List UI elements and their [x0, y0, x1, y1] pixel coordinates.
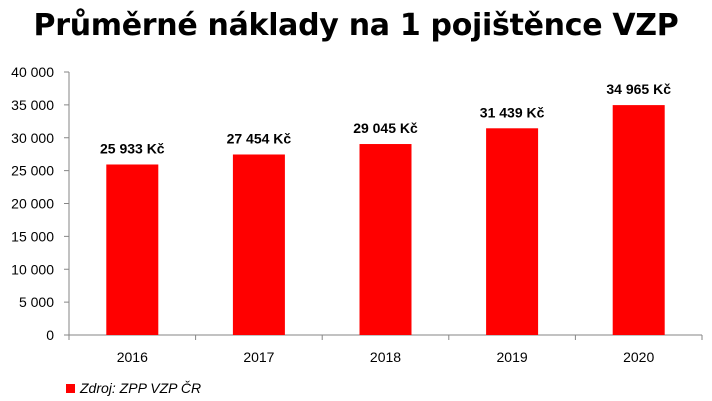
- y-tick-label: 5 000: [19, 294, 54, 310]
- bars: [106, 105, 665, 335]
- data-labels: 25 933 Kč 27 454 Kč 29 045 Kč 31 439 Kč 34 9…: [100, 81, 671, 156]
- bar-value-label: 34 965 Kč: [606, 81, 671, 97]
- bar-value-label: 27 454 Kč: [227, 130, 292, 146]
- y-tick-label: 0: [46, 327, 54, 343]
- bar: [612, 105, 665, 335]
- bar: [106, 164, 159, 335]
- legend: Zdroj: ZPP VZP ČR: [66, 380, 201, 396]
- y-tick-label: 30 000: [11, 130, 54, 146]
- bar: [232, 154, 285, 335]
- y-tick-label: 15 000: [11, 228, 54, 244]
- x-tick-label: 2016: [117, 349, 148, 365]
- bar: [486, 128, 539, 335]
- bar-value-label: 29 045 Kč: [353, 120, 418, 136]
- x-tick-label: 2019: [497, 349, 528, 365]
- y-tick-label: 35 000: [11, 97, 54, 113]
- bar: [359, 144, 412, 335]
- y-tick-label: 10 000: [11, 261, 54, 277]
- x-tick-label: 2018: [370, 349, 401, 365]
- legend-swatch: [66, 383, 75, 393]
- legend-label: Zdroj: ZPP VZP ČR: [80, 380, 202, 396]
- y-tick-label: 25 000: [11, 163, 54, 179]
- y-tick-label: 40 000: [11, 64, 54, 80]
- axes: 0 5 000 10 000 15 000 20 000 25 000 30 000 35 0…: [11, 64, 703, 365]
- x-tick-label: 2020: [623, 349, 654, 365]
- y-tick-label: 20 000: [11, 196, 54, 212]
- bar-value-label: 25 933 Kč: [100, 140, 165, 156]
- x-tick-label: 2017: [243, 349, 274, 365]
- bar-value-label: 31 439 Kč: [480, 104, 545, 120]
- chart-title: Průměrné náklady na 1 pojištěnce VZP: [33, 8, 679, 43]
